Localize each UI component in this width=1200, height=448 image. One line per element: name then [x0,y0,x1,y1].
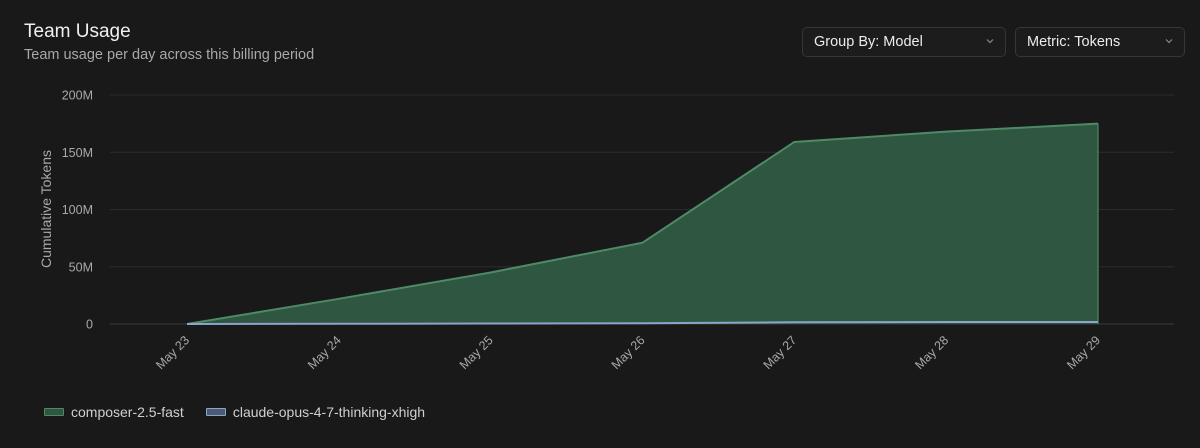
legend-item-composer[interactable]: composer-2.5-fast [44,404,184,420]
legend-label-claude: claude-opus-4-7-thinking-xhigh [232,404,426,420]
x-tick-label: May 28 [912,333,951,372]
x-tick-label: May 23 [153,333,192,372]
x-axis-ticks: May 23 May 24 May 25 May 26 May 27 May 28 May … [153,333,1103,372]
y-tick-label: 200M [62,89,93,103]
metric-label: Metric: Tokens [1027,34,1121,50]
y-axis-label: Cumulative Tokens [38,150,54,268]
y-tick-label: 50M [69,260,93,274]
x-tick-label: May 27 [761,333,800,372]
chevron-down-icon [986,39,994,44]
y-tick-label: 100M [62,203,93,217]
y-tick-label: 0 [86,318,93,332]
x-tick-label: May 29 [1064,333,1103,372]
chart-title: Team Usage [24,21,131,42]
legend-swatch-composer [44,408,64,416]
y-tick-label: 150M [62,146,93,160]
legend-item-claude[interactable]: claude-opus-4-7-thinking-xhigh [205,404,426,420]
y-axis-ticks: 0 50M 100M 150M 200M [62,89,93,332]
x-tick-label: May 26 [609,333,648,372]
group-by-select[interactable]: Group By: Model [802,27,1006,57]
chart-subtitle: Team usage per day across this billing p… [24,47,315,63]
x-tick-label: May 24 [305,333,344,372]
group-by-label: Group By: Model [814,34,923,50]
x-tick-label: May 25 [457,333,496,372]
chevron-down-icon [1165,39,1173,44]
series-areas [186,122,1099,325]
series-area-composer [187,123,1098,324]
metric-select[interactable]: Metric: Tokens [1015,27,1185,57]
legend-swatch-claude [205,408,226,416]
legend: composer-2.5-fast claude-opus-4-7-thinki… [44,404,447,420]
legend-label-composer: composer-2.5-fast [71,404,184,420]
